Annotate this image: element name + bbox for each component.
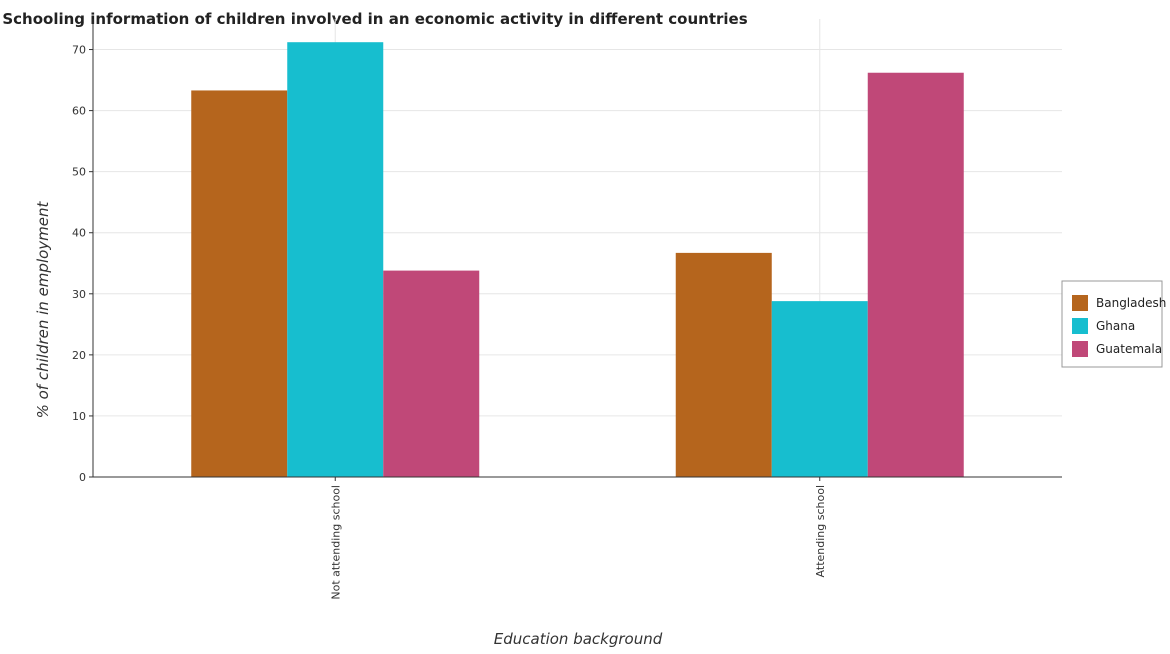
legend-label-guatemala: Guatemala — [1096, 342, 1162, 356]
legend-swatch-guatemala — [1072, 341, 1088, 357]
y-tick-label: 50 — [72, 166, 86, 179]
bar-bangladesh-2 — [675, 252, 772, 477]
y-tick-label: 30 — [72, 288, 86, 301]
bar-guatemala-1 — [383, 270, 480, 477]
bars — [191, 42, 964, 478]
x-tick-label: Not attending school — [329, 485, 342, 600]
x-tick-label: Attending school — [814, 485, 827, 577]
legend-label-bangladesh: Bangladesh — [1096, 296, 1166, 310]
y-tick-label: 70 — [72, 44, 86, 57]
bar-bangladesh-1 — [191, 90, 288, 477]
y-tick-label: 0 — [79, 471, 86, 484]
y-tick-label: 20 — [72, 349, 86, 362]
axes: 0 10 20 30 40 50 60 70 Not attending school Atten… — [72, 19, 1062, 600]
y-tick-label: 40 — [72, 227, 86, 240]
y-tick-label: 10 — [72, 410, 86, 423]
legend: Bangladesh Ghana Guatemala — [1061, 280, 1166, 368]
x-axis-label: Education background — [494, 630, 663, 648]
legend-swatch-bangladesh — [1072, 295, 1088, 311]
legend-label-ghana: Ghana — [1096, 319, 1135, 333]
y-tick-label: 60 — [72, 105, 86, 118]
chart-title: Schooling information of children involv… — [2, 10, 747, 28]
legend-swatch-ghana — [1072, 318, 1088, 334]
bar-ghana-1 — [287, 42, 384, 478]
bar-ghana-2 — [771, 301, 868, 477]
y-axis-label: % of children in employment — [34, 200, 52, 418]
bar-guatemala-2 — [867, 72, 964, 477]
